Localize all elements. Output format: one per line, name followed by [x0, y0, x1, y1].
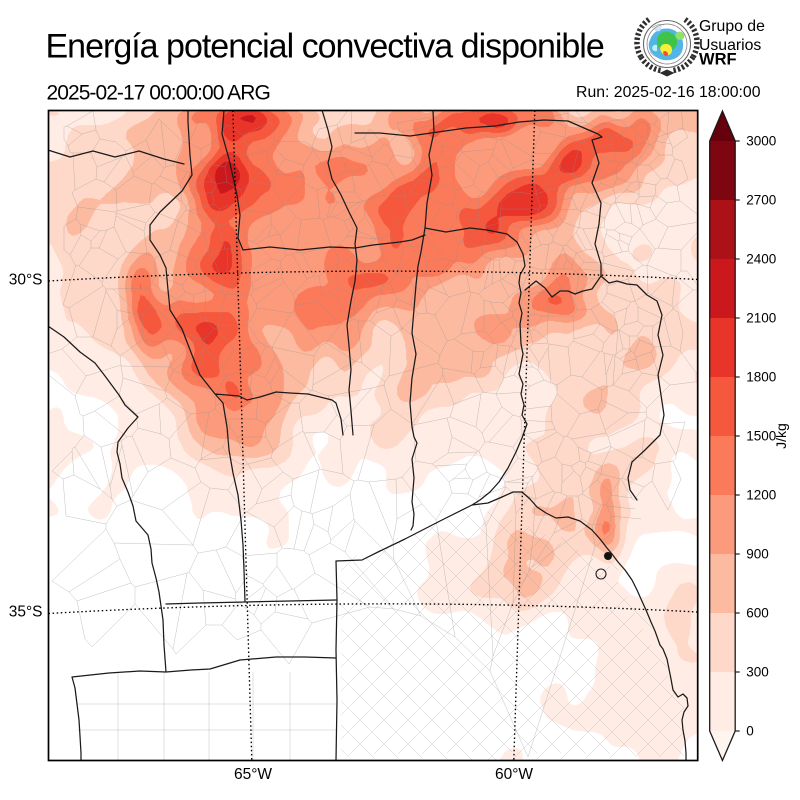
svg-text:Run: 2025-02-16 18:00:00: Run: 2025-02-16 18:00:00: [576, 84, 761, 101]
svg-text:600: 600: [746, 606, 769, 621]
svg-text:60°W: 60°W: [495, 766, 533, 783]
svg-text:2700: 2700: [746, 193, 776, 208]
svg-text:3000: 3000: [746, 134, 776, 149]
svg-text:30°S: 30°S: [9, 271, 43, 288]
svg-text:WRF: WRF: [699, 51, 737, 69]
svg-text:65°W: 65°W: [234, 766, 272, 783]
svg-text:2400: 2400: [746, 252, 776, 267]
svg-text:0: 0: [746, 724, 754, 739]
svg-text:1500: 1500: [746, 429, 776, 444]
svg-text:J/kg: J/kg: [773, 423, 789, 449]
svg-text:1200: 1200: [746, 488, 776, 503]
svg-text:35°S: 35°S: [9, 603, 43, 620]
svg-text:2100: 2100: [746, 311, 776, 326]
svg-text:900: 900: [746, 547, 769, 562]
svg-text:300: 300: [746, 665, 769, 680]
svg-text:2025-02-17 00:00:00 ARG: 2025-02-17 00:00:00 ARG: [47, 82, 270, 105]
svg-text:Grupo de: Grupo de: [699, 18, 765, 35]
svg-text:1800: 1800: [746, 370, 776, 385]
svg-text:Energía potencial convectiva d: Energía potencial convectiva disponible: [46, 28, 604, 66]
svg-text:Usuarios: Usuarios: [699, 37, 761, 54]
